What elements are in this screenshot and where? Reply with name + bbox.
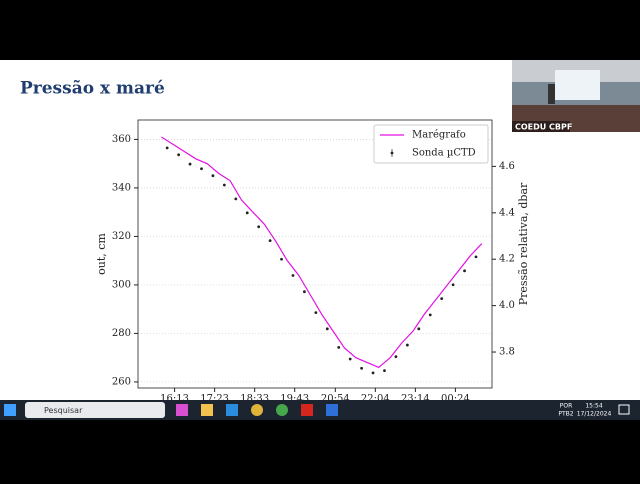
y2-axis-label: Pressão relativa, dbar: [517, 182, 530, 305]
y2-tick-label: 4.2: [499, 254, 515, 265]
webcam-label: COEDU CBPF: [515, 123, 572, 132]
y-tick-label: 360: [112, 134, 131, 145]
x-tick-label: 16:13: [160, 394, 189, 405]
app-icon[interactable]: [276, 404, 288, 416]
probe-point: [291, 274, 295, 277]
probe-point: [348, 357, 352, 361]
plot: 260 280 300 320 340 360 3.8 4.0 4.2 4.4 4.6 16:13 17…: [95, 119, 530, 405]
webcam: COEDU CBPF: [512, 60, 640, 132]
probe-point: [314, 311, 318, 314]
x-tick-label: 19:43: [280, 394, 309, 405]
y-tick-label: 300: [112, 279, 131, 290]
webcam-screen: [555, 70, 600, 100]
x-tick-label: 22:04: [361, 394, 390, 405]
webcam-person: [548, 84, 555, 104]
y-tick-label: 260: [112, 376, 131, 387]
app-icon[interactable]: [301, 404, 313, 416]
plot-frame: [137, 119, 493, 389]
y2-tick-label: 4.4: [499, 207, 515, 218]
probe-point: [463, 269, 466, 273]
app-icon[interactable]: [226, 404, 238, 416]
probe-point: [257, 225, 261, 229]
y-tick-label: 320: [112, 231, 131, 242]
probe-point: [177, 153, 181, 157]
probe-point: [268, 239, 272, 243]
probe-point: [245, 211, 249, 215]
keyboard-layout: PTB2: [558, 411, 573, 418]
y-axis-label: out, cm: [95, 233, 108, 275]
notifications[interactable]: [618, 404, 630, 415]
probe-point: [451, 283, 455, 287]
app-icon[interactable]: [326, 404, 338, 416]
slide-title: Pressão x maré: [20, 79, 165, 99]
language: POR: [560, 403, 573, 410]
probe-point: [337, 345, 341, 349]
probe-point: [200, 167, 203, 171]
x-tick-label: 20:54: [321, 394, 350, 405]
y-tick-label: 340: [112, 182, 131, 193]
y2-tick-label: 4.0: [499, 300, 515, 311]
probe-point: [428, 313, 432, 317]
probe-point: [440, 297, 444, 301]
app-icon[interactable]: [176, 404, 188, 416]
legend-label: Marégrafo: [412, 130, 466, 141]
clock-date: 17/12/2024: [577, 411, 612, 418]
probe-point: [188, 162, 192, 166]
webcam-label-bg: [512, 121, 570, 132]
app-icon[interactable]: [201, 404, 213, 416]
legend-label: Sonda µCTD: [412, 148, 476, 159]
probe-point: [405, 343, 409, 347]
y-tick-label: 280: [112, 328, 131, 339]
start-button[interactable]: [4, 404, 16, 416]
probe-point: [234, 197, 238, 201]
taskbar: Pesquisar POR PTB2 15:54 17/12/2024: [0, 400, 640, 420]
x-tick-label: 23:14: [401, 394, 430, 405]
x-tick-label: 00:24: [441, 394, 470, 405]
app-icon[interactable]: [251, 404, 263, 416]
tide-line: [161, 136, 483, 369]
probe-point: [360, 366, 364, 370]
probe-point: [417, 327, 421, 331]
probe-point: [303, 290, 306, 294]
clock-time: 15:54: [585, 403, 602, 410]
legend-swatch: [390, 151, 394, 155]
x-tick-label: 17:23: [200, 394, 229, 405]
probe-point: [371, 371, 375, 375]
probe-point: [165, 146, 169, 150]
probe-point: [222, 183, 226, 187]
probe-point: [383, 369, 386, 372]
probe-point: [280, 257, 283, 261]
search-box[interactable]: [25, 402, 165, 418]
probe-point: [474, 255, 478, 259]
x-tick-label: 18:33: [240, 394, 269, 405]
y2-tick-label: 4.6: [499, 161, 515, 172]
probe-point: [394, 355, 398, 359]
y2-tick-label: 3.8: [499, 347, 515, 358]
probe-point: [325, 327, 329, 331]
probe-point: [211, 174, 215, 178]
search-text: Pesquisar: [44, 406, 83, 415]
